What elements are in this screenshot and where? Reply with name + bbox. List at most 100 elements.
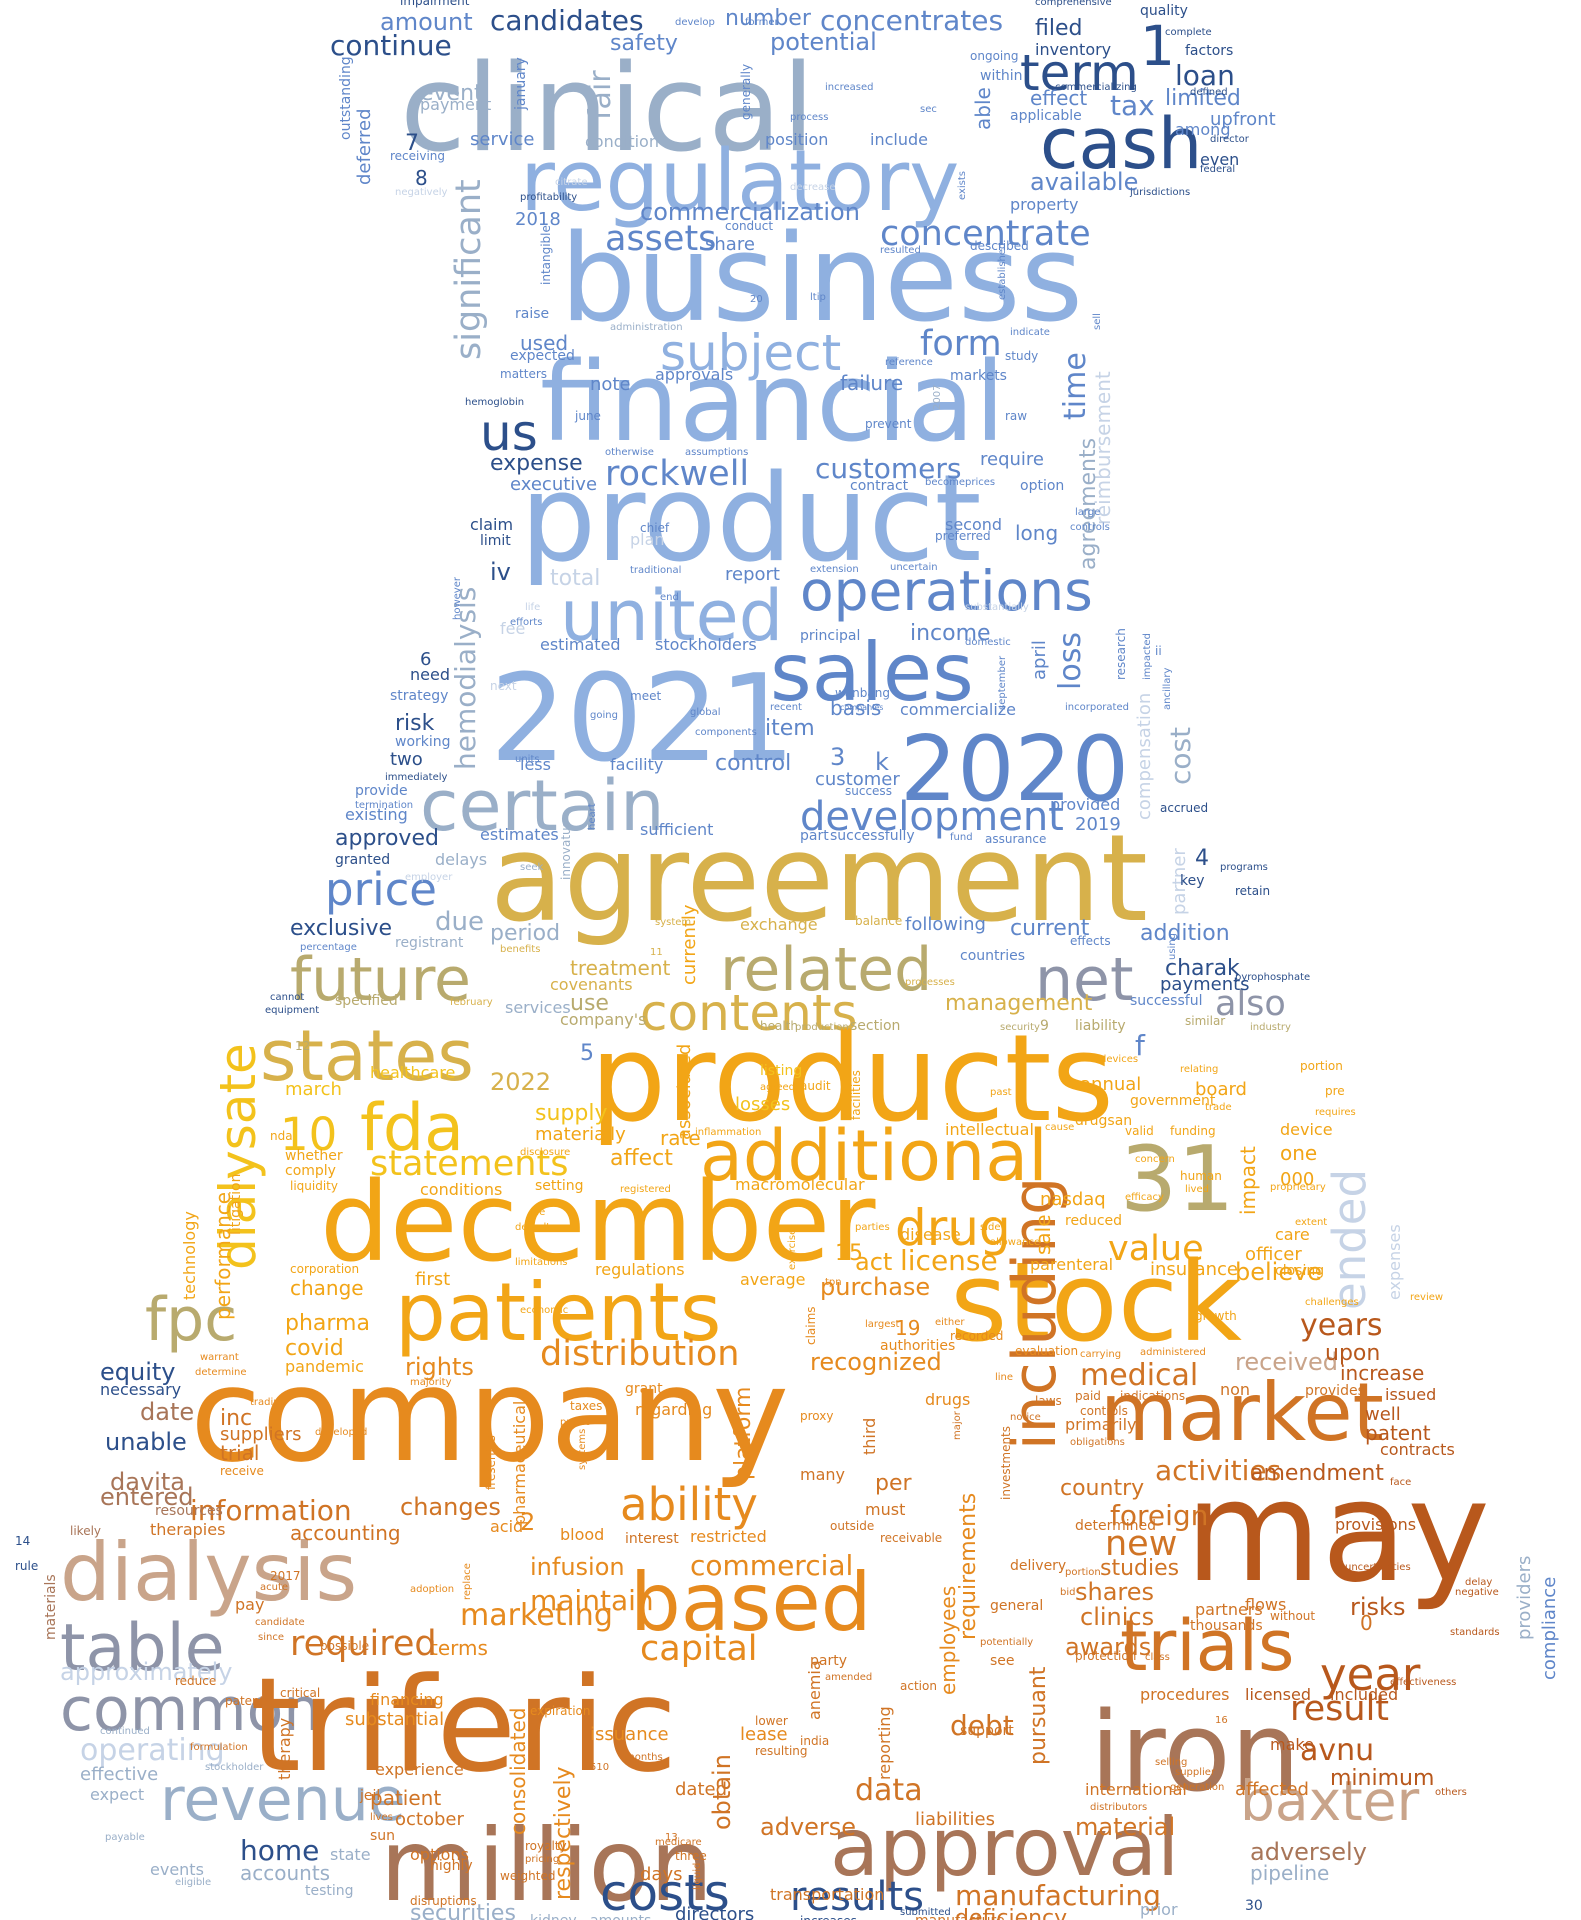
cloud-word: candidates [490,4,644,37]
cloud-word: concentrate [880,214,1091,254]
cloud-word: act [855,1248,892,1276]
cloud-word: part [800,828,829,844]
cloud-word: health [760,1019,798,1033]
cloud-word: registrant [395,935,464,951]
cloud-word: receivable [880,1531,942,1545]
cloud-word: control [715,751,791,776]
cloud-word: two [390,749,423,770]
cloud-word: baxter [1240,1769,1420,1833]
cloud-word: september [997,655,1008,710]
cloud-word: 000 [1280,1169,1314,1190]
cloud-word: notice [1010,1412,1041,1423]
cloud-word: royalty [525,1839,567,1853]
cloud-word: allowance [990,1237,1040,1248]
cloud-word: product [520,450,982,589]
cloud-word: directors [675,1904,754,1920]
cloud-word: parenteral [1030,1255,1113,1274]
cloud-word: without [1270,1609,1315,1623]
cloud-word: hemodialysis [449,587,482,770]
cloud-word: time [1058,352,1093,420]
cloud-word: security [1000,1022,1040,1033]
cloud-word: systems [577,1429,588,1470]
cloud-word: warrant [200,1352,239,1363]
cloud-word: disruptions [410,1894,477,1908]
cloud-word: shares [1075,1578,1154,1606]
cloud-word: equipment [265,1005,319,1016]
cloud-word: less [520,755,551,774]
cloud-word: requirements [956,1493,981,1640]
cloud-word: insurance [1150,1259,1238,1280]
cloud-word: face [1390,1477,1411,1488]
cloud-word: director [1210,134,1250,145]
cloud-word: 2021 [490,650,795,789]
cloud-word: principal [800,628,860,644]
cloud-word: limitations [515,1257,568,1268]
cloud-word: federal [1200,164,1235,175]
cloud-word: f [1135,1029,1146,1062]
cloud-word: 2 [520,1508,535,1536]
cloud-word: determined [1075,1518,1156,1534]
cloud-word: total [550,566,600,591]
cloud-word: government [1130,1093,1216,1109]
cloud-word: october [395,1809,464,1830]
cloud-word: accounts [240,1861,330,1885]
cloud-word: majority [410,1377,452,1388]
cloud-word: termination [355,800,413,811]
cloud-word: additional [700,1115,1048,1197]
cloud-word: march [285,1079,342,1100]
cloud-word: value [1108,1229,1204,1269]
cloud-word: adoption [410,1584,454,1595]
cloud-word: india [800,1734,829,1748]
cloud-word: among [1175,120,1230,139]
cloud-word: december [320,1158,876,1286]
cloud-word: facilities [849,1070,863,1120]
cloud-word: end [660,592,679,603]
cloud-word: first [415,1269,450,1290]
cloud-word: million [380,1807,713,1920]
cloud-word: processes [905,977,955,988]
cloud-word: transportation [770,1885,884,1904]
cloud-word: subject [660,324,841,382]
cloud-word: risks [1350,1593,1405,1621]
cloud-word: condition [585,132,659,151]
cloud-word: amounts [590,1913,651,1920]
cloud-word: events [150,1860,204,1879]
cloud-word: balance [855,914,902,928]
cloud-word: materially [535,1124,626,1145]
cloud-word: ongoing [970,49,1018,63]
cloud-word: providers [1514,1556,1535,1640]
cloud-word: 510 [590,1762,609,1773]
cloud-word: heart [587,803,598,830]
cloud-word: inc [220,1406,252,1431]
cloud-word: units [515,754,540,765]
cloud-word: payment [420,95,491,114]
cloud-word: non [1220,1380,1250,1399]
cloud-word: fund [950,832,973,843]
cloud-word: develop [675,17,715,28]
cloud-word: drug [895,1199,1011,1257]
cloud-word: including [1000,1177,1070,1450]
cloud-word: make [1270,1735,1314,1754]
cloud-word: expiration [530,1704,591,1718]
cloud-word: international [1085,1780,1187,1799]
cloud-word: delays [435,850,487,869]
cloud-word: foreign [1110,1499,1208,1532]
cloud-word: note [590,374,631,395]
cloud-word: complete [1165,27,1212,38]
cloud-word: successful [1130,993,1202,1009]
cloud-word: provisions [1335,1515,1416,1534]
cloud-word: entered [100,1483,194,1511]
cloud-word: pre [1325,1084,1345,1098]
cloud-word: certain [420,765,665,847]
cloud-word: traditional [630,565,681,576]
cloud-word: resulted [880,245,921,256]
cloud-word: even [1200,150,1239,169]
cloud-word: covenants [550,975,633,994]
cloud-word: awards [1065,1633,1151,1661]
cloud-word: meet [630,689,661,703]
cloud-word: annual [1080,1074,1141,1095]
cloud-word: fresenius [484,1435,498,1490]
cloud-word: operations [800,559,1093,623]
cloud-word: net [1035,945,1133,1015]
cloud-word: three [675,1849,707,1863]
